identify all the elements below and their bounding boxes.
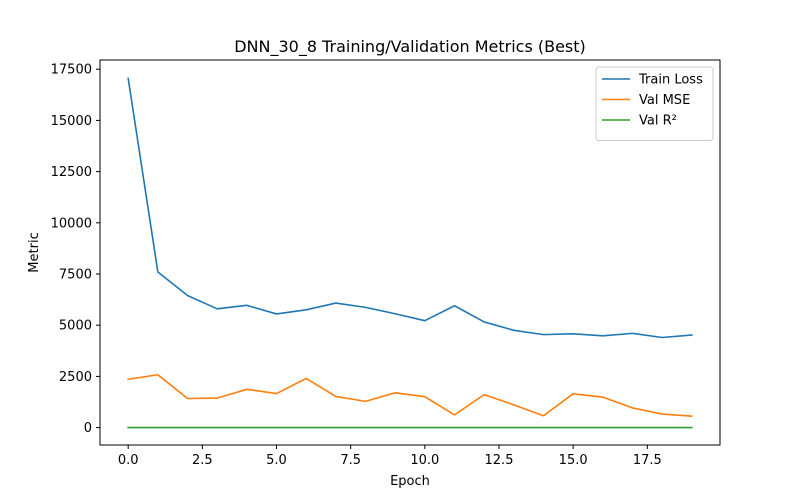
x-tick-label: 10.0 [410,453,439,468]
y-axis-label: Metric [27,232,42,272]
y-tick-label: 2500 [59,370,92,385]
series-line-val-mse [127,373,693,417]
legend: Train Loss Val MSE Val R² [595,66,714,141]
legend-label-train-loss: Train Loss [638,73,703,88]
series-line-train-loss [127,77,693,339]
x-axis: 0.0 2.5 5.0 7.5 10.0 12.5 15.0 17.5 [118,445,662,468]
y-tick-label: 5000 [59,319,92,334]
legend-label-val-mse: Val MSE [639,93,690,108]
axes-frame [99,59,721,446]
x-tick-label: 7.5 [340,453,361,468]
chart-title: DNN_30_8 Training/Validation Metrics (Be… [234,37,586,57]
x-tick-label: 0.0 [118,453,139,468]
x-tick-label: 2.5 [192,453,213,468]
y-tick-label: 0 [84,421,92,436]
y-axis: 0 2500 5000 7500 10000 12500 15000 17500 [51,63,100,436]
x-tick-label: 17.5 [633,453,662,468]
y-tick-label: 7500 [59,268,92,283]
x-axis-label: Epoch [390,474,430,489]
y-tick-label: 15000 [51,114,92,129]
x-tick-label: 12.5 [485,453,514,468]
x-tick-label: 15.0 [559,453,588,468]
y-tick-label: 10000 [51,216,92,231]
legend-label-val-r: Val R² [639,114,677,129]
x-tick-label: 5.0 [266,453,287,468]
plot-area [127,77,693,429]
y-tick-label: 17500 [51,63,92,78]
y-tick-label: 12500 [51,165,92,180]
legend-box [595,66,714,141]
